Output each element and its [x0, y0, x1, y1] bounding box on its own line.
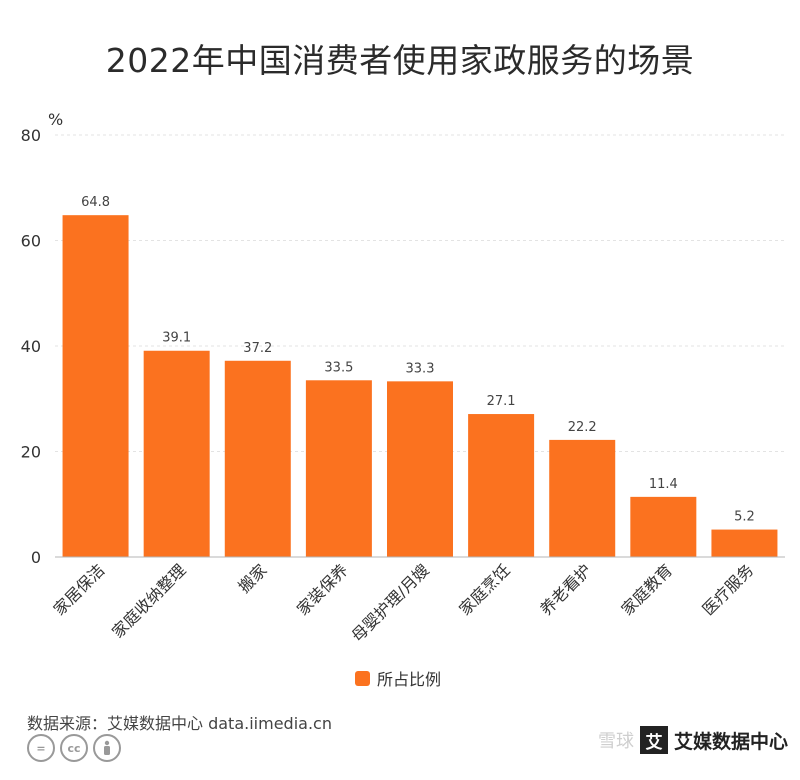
- chart-title: 2022年中国消费者使用家政服务的场景: [105, 41, 695, 80]
- x-tick-label: 家居保洁: [50, 560, 109, 619]
- data-label: 22.2: [568, 420, 597, 435]
- xueqiu-watermark: 雪球: [597, 731, 634, 752]
- legend: 所占比例: [355, 666, 441, 690]
- bar: [143, 350, 210, 557]
- bar: [630, 496, 697, 557]
- data-label: 37.2: [243, 341, 272, 356]
- x-tick-label: 搬家: [235, 560, 271, 596]
- bar: [387, 381, 453, 557]
- watermark: 雪球 艾 艾媒数据中心: [598, 726, 788, 754]
- data-source: 数据来源：艾媒数据中心 data.iimedia.cn: [27, 714, 332, 733]
- x-tick-label: 家庭教育: [617, 560, 676, 619]
- legend-label: 所占比例: [377, 670, 442, 689]
- cc-logo-icon: cc: [60, 734, 88, 762]
- bar: [468, 414, 535, 557]
- x-tick-label: 母婴护理/月嫂: [348, 560, 433, 645]
- license-icons: = cc: [27, 734, 121, 762]
- cc-attribution-icon: [93, 734, 121, 762]
- data-label: 64.8: [81, 195, 110, 210]
- x-tick-label: 家装保养: [293, 560, 352, 619]
- x-tick-label: 家庭收纳整理: [108, 560, 189, 641]
- data-label: 27.1: [487, 394, 516, 409]
- data-label: 33.3: [406, 361, 435, 376]
- x-tick-label: 家庭烹饪: [455, 560, 514, 619]
- iimedia-logo-icon: 艾: [639, 726, 668, 754]
- bar: [224, 360, 291, 557]
- y-tick-label: 0: [31, 548, 41, 567]
- iimedia-logo-text: 艾媒数据中心: [673, 730, 788, 753]
- y-tick-label: 80: [21, 126, 41, 145]
- data-label: 11.4: [649, 477, 678, 492]
- cc-equals-icon: =: [27, 734, 55, 762]
- y-tick-label: 20: [21, 443, 41, 462]
- legend-swatch: [355, 670, 370, 686]
- y-tick-label: 60: [21, 232, 41, 251]
- y-tick-label: 40: [21, 337, 41, 356]
- data-label: 39.1: [162, 331, 191, 346]
- x-tick-label: 医疗服务: [699, 560, 758, 619]
- data-label: 33.5: [324, 360, 353, 375]
- bar: [711, 529, 778, 557]
- data-label: 5.2: [734, 510, 755, 525]
- x-tick-label: 养老看护: [536, 560, 595, 619]
- bar: [305, 380, 372, 557]
- bar: [549, 439, 616, 557]
- y-axis-unit: %: [48, 110, 64, 129]
- bar: [62, 215, 129, 557]
